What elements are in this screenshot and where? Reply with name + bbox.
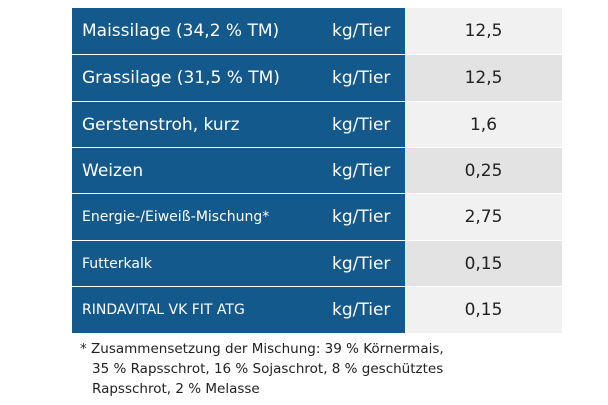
feed-name: Energie-/Eiweiß-Mischung*: [72, 194, 332, 241]
feed-unit: kg/Tier: [332, 147, 405, 194]
table-row: Energie-/Eiweiß-Mischung* kg/Tier 2,75: [72, 193, 562, 241]
feed-unit: kg/Tier: [332, 8, 405, 54]
table-row: Weizen kg/Tier 0,25: [72, 146, 562, 194]
feed-unit: kg/Tier: [332, 286, 405, 333]
footnote-line: 35 % Rapsschrot, 16 % Sojaschrot, 8 % ge…: [92, 361, 444, 377]
footnote-line: * Zusammensetzung der Mischung: 39 % Kör…: [80, 341, 444, 357]
feed-name: Maissilage (34,2 % TM): [72, 8, 332, 54]
feed-amount: 1,6: [405, 101, 562, 148]
feed-amount: 12,5: [405, 55, 562, 102]
feed-amount: 2,75: [405, 194, 562, 241]
table-row: Futterkalk kg/Tier 0,15: [72, 239, 562, 287]
table-row: RINDAVITAL VK FIT ATG kg/Tier 0,15: [72, 285, 562, 333]
feed-unit: kg/Tier: [332, 101, 405, 148]
feed-unit: kg/Tier: [332, 194, 405, 241]
feed-name: Weizen: [72, 147, 332, 194]
feed-amount: 12,5: [405, 8, 562, 54]
feed-unit: kg/Tier: [332, 240, 405, 287]
feed-name: Gerstenstroh, kurz: [72, 101, 332, 148]
feed-name: Grassilage (31,5 % TM): [72, 55, 332, 102]
feed-amount: 0,15: [405, 240, 562, 287]
feed-unit: kg/Tier: [332, 55, 405, 102]
feed-name: RINDAVITAL VK FIT ATG: [72, 286, 332, 333]
table-row: Gerstenstroh, kurz kg/Tier 1,6: [72, 100, 562, 148]
feed-amount: 0,25: [405, 147, 562, 194]
table-row: Maissilage (34,2 % TM) kg/Tier 12,5: [72, 8, 562, 54]
feed-name: Futterkalk: [72, 240, 332, 287]
feed-amount: 0,15: [405, 286, 562, 333]
table-row: Grassilage (31,5 % TM) kg/Tier 12,5: [72, 54, 562, 102]
footnote-line: Rapsschrot, 2 % Melasse: [92, 381, 260, 397]
